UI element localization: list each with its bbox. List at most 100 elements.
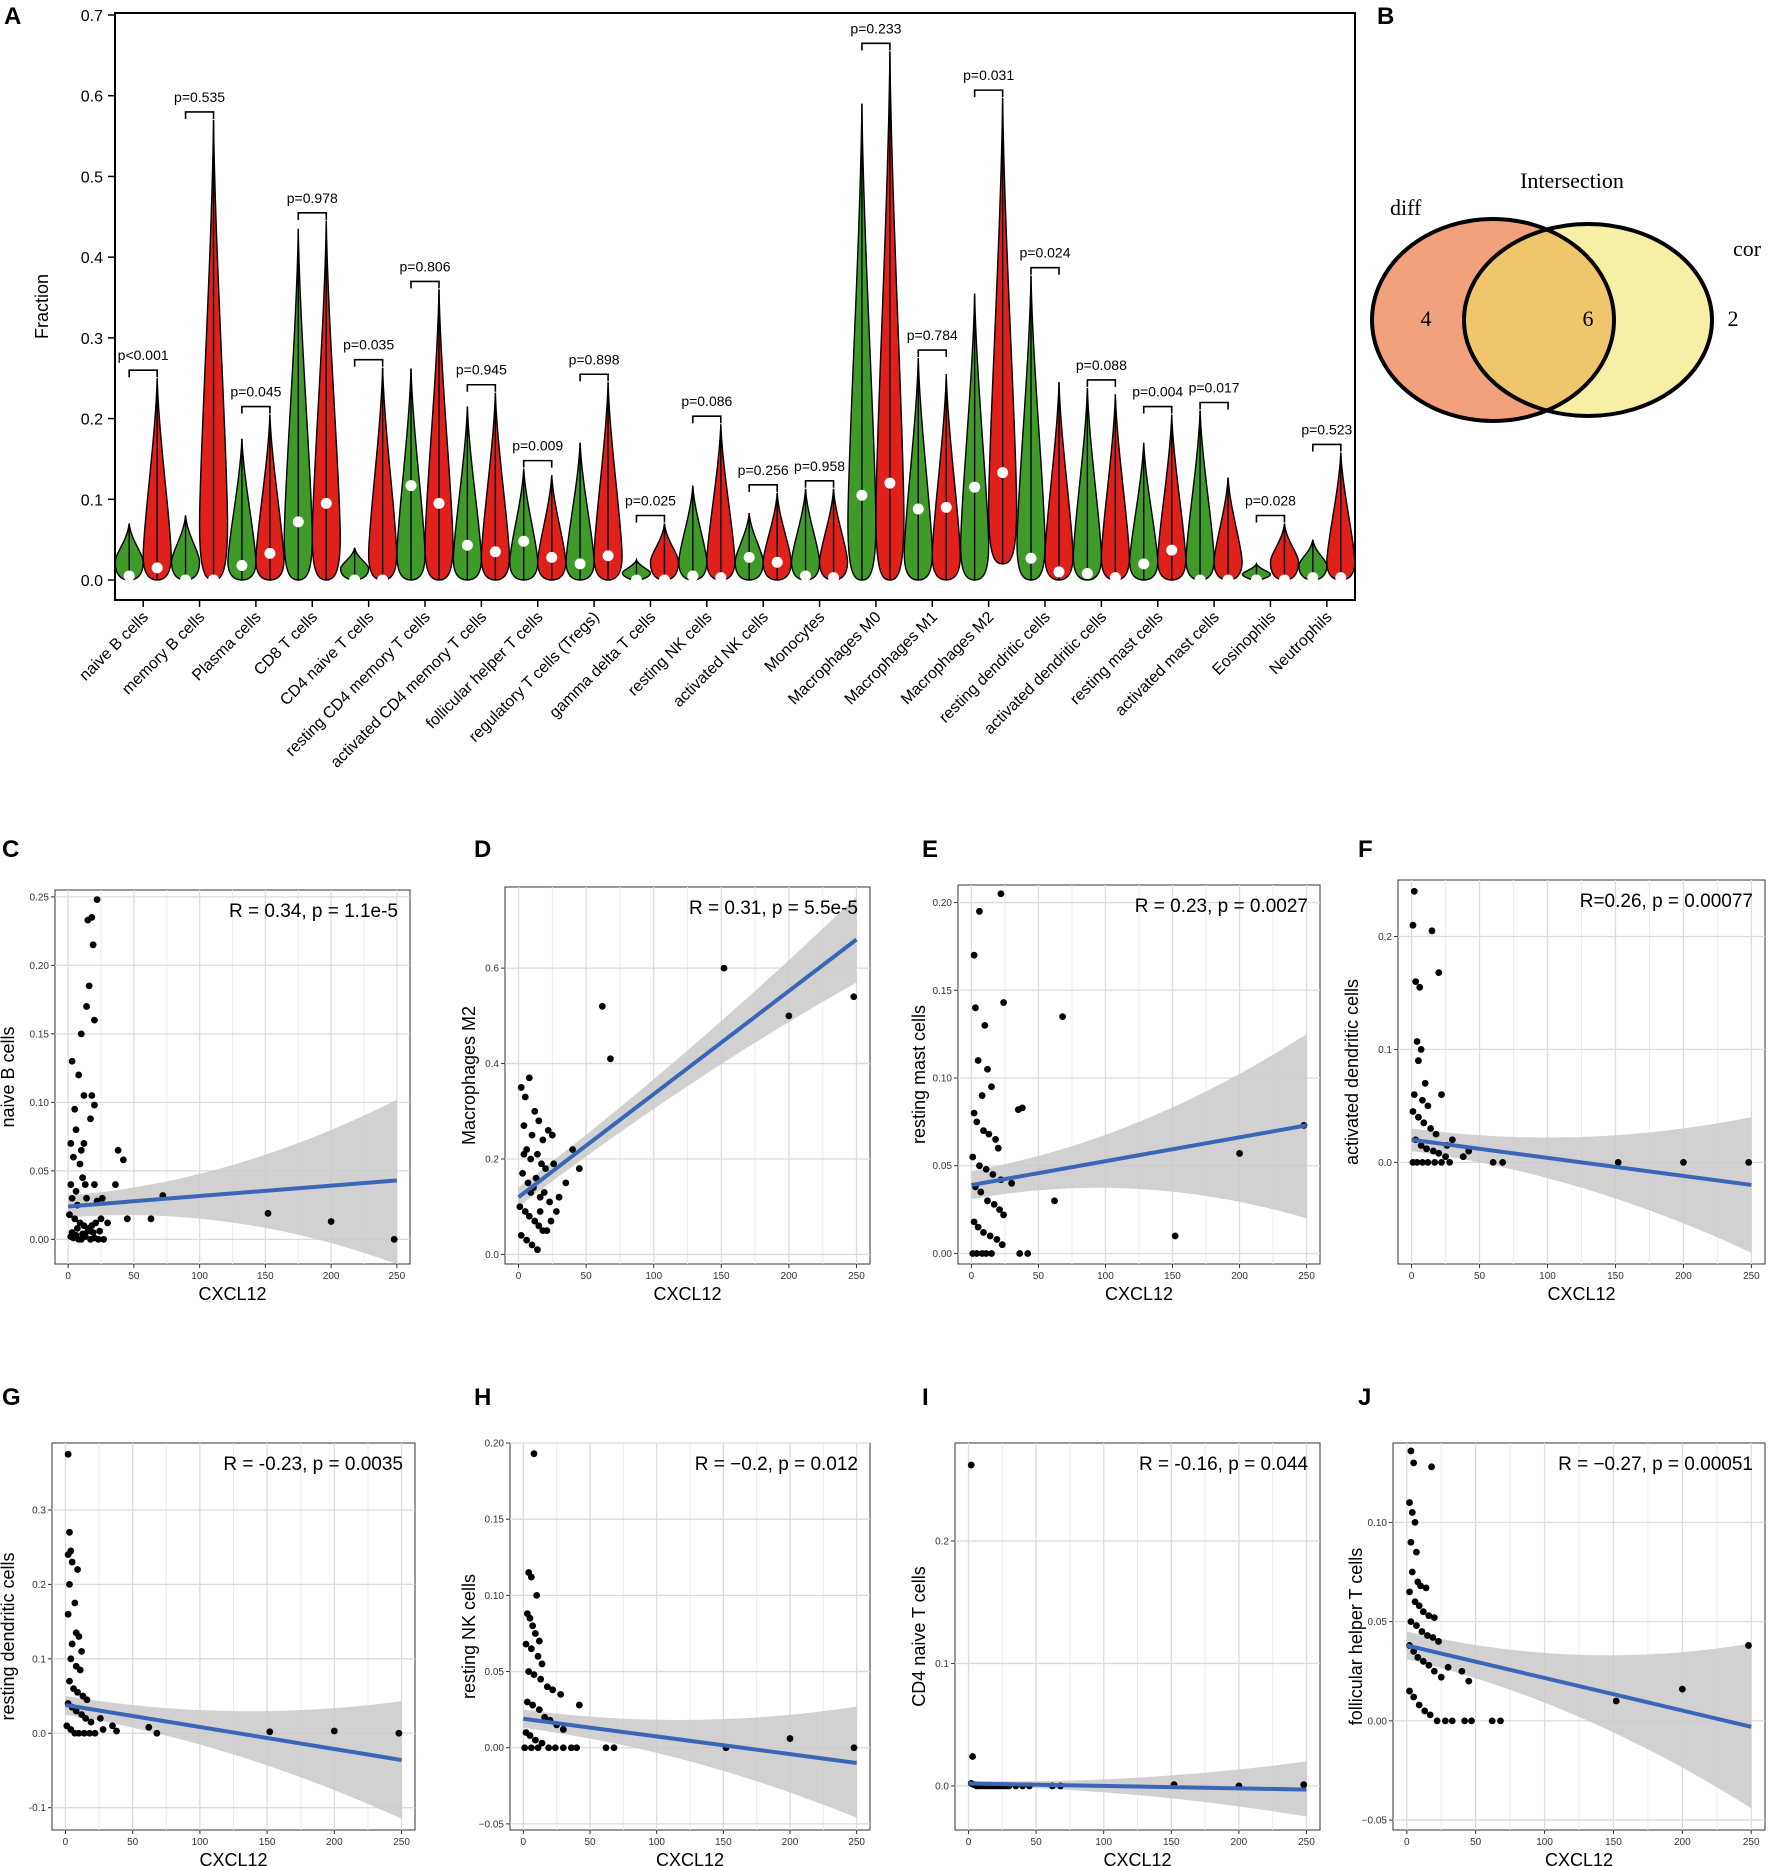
data-point [79,1230,87,1238]
data-point [1407,1618,1415,1626]
normal-median-dot [912,503,924,515]
venn-right-outline [1462,222,1714,418]
data-point [91,1729,99,1737]
x-tick-label: 250 [1298,1837,1315,1848]
data-point [541,1713,549,1721]
confidence-band [523,1706,857,1818]
data-point [546,1198,554,1206]
data-point [1424,1102,1432,1110]
p-value-bracket [1086,379,1117,387]
data-point [64,1610,72,1618]
violin-group: p=0.009 [509,438,567,581]
data-point [970,951,978,959]
data-point [981,1021,989,1029]
normal-median-dot [405,480,417,492]
data-point [540,1189,548,1196]
p-value-label: p<0.001 [118,347,169,363]
panel-label-d: D [474,836,491,863]
y-axis-title: resting mast cells [909,1005,929,1144]
normal-median-dot [1307,572,1319,584]
data-point [1429,1147,1437,1155]
x-tick-label: 50 [1470,1837,1482,1848]
data-point [87,1718,95,1726]
x-tick-label: 100 [192,1837,209,1848]
x-tick-label: 0 [1409,1271,1415,1282]
x-tick-label: 0 [1404,1837,1410,1848]
y-tick-label: 0.2 [485,1155,499,1166]
data-point [1409,1108,1417,1115]
data-point [1429,1634,1437,1641]
scatter-panel-d: D 0 50 100 150 200 250 0.0 0.2 0.4 0.6 CXCL12 Macrop… [459,836,871,1304]
data-point [72,1187,80,1195]
p-value-bracket [128,369,158,378]
violin-group: p=0.945 [452,362,511,581]
data-point [575,1165,583,1172]
normal-median-dot [1194,574,1206,586]
x-tick-label: 100 [648,1837,665,1848]
data-point [82,1714,90,1722]
x-tick-label: 0 [63,1837,69,1848]
panel-label-b: B [1377,3,1394,30]
p-value-bracket [861,42,891,51]
y-tick-label: 0.5 [81,169,103,186]
normal-median-dot [687,570,699,582]
p-value-bracket [635,514,666,523]
data-point [972,1004,979,1012]
x-tick-label: 200 [326,1837,343,1848]
data-point [71,1599,79,1607]
panel-label-j: J [1358,1384,1371,1411]
tumor-median-dot [940,501,952,513]
x-tick-label: 100 [645,1271,662,1282]
data-point [1407,1538,1415,1546]
data-point [1435,1638,1442,1645]
data-point [547,1217,555,1225]
data-point [1468,1717,1475,1725]
data-point [1499,1158,1507,1166]
data-point [984,1065,991,1073]
x-tick-label: 250 [389,1271,406,1282]
data-point [66,1528,73,1536]
y-tick-label: 0.0 [1378,1158,1392,1169]
data-point [70,1153,77,1161]
regression-line [523,1716,857,1765]
data-point [522,1640,530,1648]
data-point [1236,1150,1243,1157]
p-value-bracket [1199,401,1229,410]
data-point [538,1660,546,1668]
data-point [530,1671,538,1678]
p-value-label: p=0.088 [1076,357,1127,373]
y-tick-label: 0.0 [81,573,103,590]
tumor-median-dot [377,574,389,586]
x-tick-label: 150 [1605,1837,1622,1848]
data-point [555,1193,563,1201]
data-point [549,1686,557,1694]
data-point [530,1450,538,1458]
data-point [1448,1717,1456,1725]
data-point [551,1744,559,1752]
data-point [1406,1499,1413,1506]
panel-label-f: F [1358,836,1373,863]
x-tick-label: 50 [1474,1271,1486,1282]
data-point [1430,1614,1438,1622]
data-point [66,1211,73,1219]
scatter-panel-j: J 0 50 100 150 200 250 −0.05 0.00 0.05 0.10 CXCL12 f… [1346,1384,1766,1866]
data-point [528,1131,536,1139]
data-point [550,1160,558,1168]
tumor-median-dot [1335,572,1347,584]
x-tick-label: 150 [713,1271,730,1282]
data-point [516,1203,524,1211]
violin-group: p=0.978 [283,190,341,581]
data-point [535,1706,543,1714]
data-point [1410,1091,1418,1098]
p-value-bracket [579,373,609,382]
data-point [533,1591,541,1599]
data-point [531,1736,539,1744]
tumor-median-dot [715,572,727,584]
data-point [91,1016,98,1024]
p-value-bracket [917,349,948,358]
p-value-label: p=0.784 [907,327,958,343]
data-point [1415,1602,1423,1610]
plot-frame [114,12,1356,601]
panel-label-e: E [922,836,938,863]
data-point [531,1630,539,1637]
